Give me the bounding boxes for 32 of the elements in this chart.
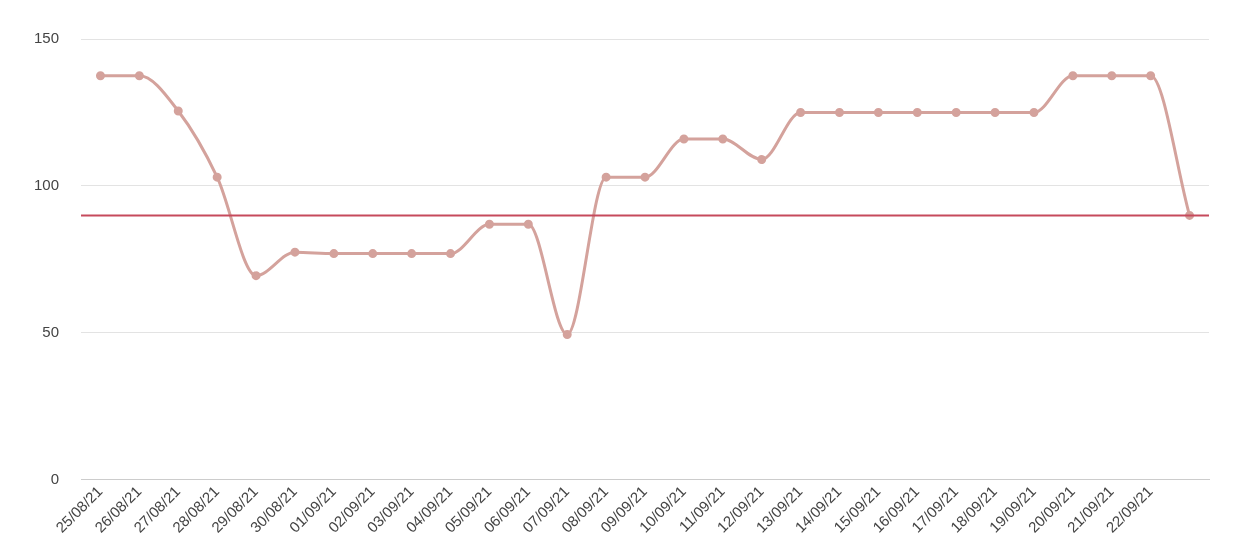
point — [834, 108, 844, 117]
point — [212, 172, 222, 182]
point — [990, 108, 1000, 117]
point — [912, 108, 922, 117]
point — [523, 219, 533, 229]
point — [1068, 71, 1078, 81]
point — [796, 108, 806, 117]
point — [679, 134, 689, 144]
point — [251, 271, 261, 281]
point — [1107, 71, 1117, 81]
y-tick-label: 100 — [34, 176, 60, 194]
point — [95, 71, 105, 81]
point — [1146, 71, 1156, 81]
point — [446, 249, 456, 259]
point — [329, 249, 339, 259]
point — [134, 71, 144, 81]
y-tick-label: 50 — [42, 323, 60, 341]
point — [290, 247, 300, 257]
point — [718, 134, 728, 144]
point — [173, 106, 183, 116]
point — [601, 172, 611, 182]
point — [757, 155, 767, 165]
y-tick-label: 150 — [34, 29, 60, 47]
point — [407, 249, 417, 259]
point — [951, 108, 961, 117]
point — [1029, 108, 1039, 117]
point — [873, 108, 883, 117]
point — [640, 172, 650, 182]
point — [484, 219, 494, 229]
point — [562, 329, 572, 339]
point — [368, 249, 378, 259]
y-tick-label: 0 — [50, 470, 60, 488]
